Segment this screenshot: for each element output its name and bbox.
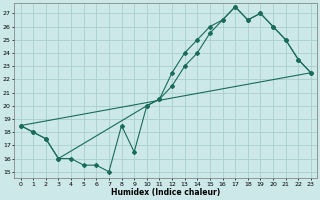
X-axis label: Humidex (Indice chaleur): Humidex (Indice chaleur) [111, 188, 220, 197]
